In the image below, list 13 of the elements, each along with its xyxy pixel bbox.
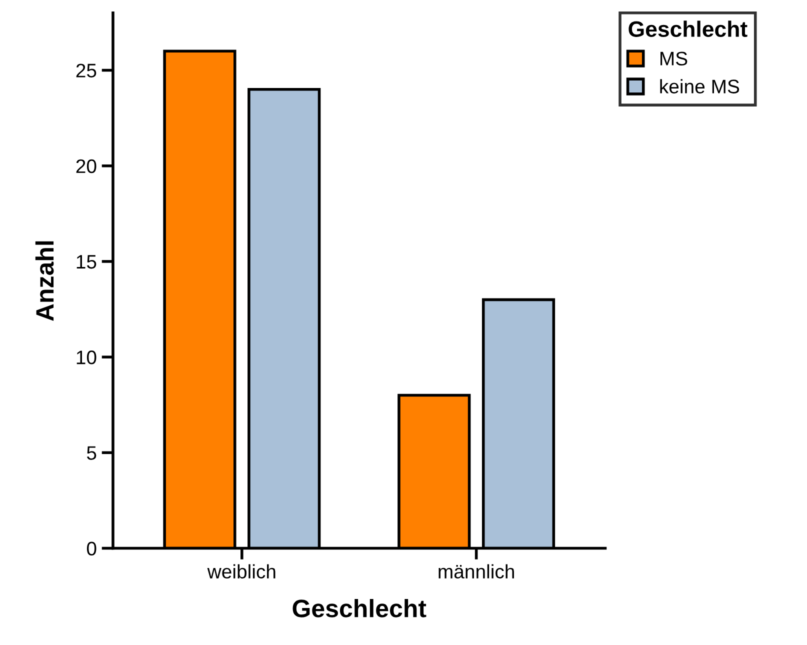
y-tick-label: 20 (76, 159, 96, 174)
x-tick-label: männlich (438, 564, 514, 579)
legend-title: Geschlecht (628, 20, 748, 37)
x-tick-label: weiblich (207, 564, 276, 579)
y-tick-label: 5 (86, 446, 96, 460)
legend-label: keine MS (660, 79, 740, 94)
x-axis-title: Geschlecht (292, 599, 426, 618)
y-tick-label: 10 (76, 350, 96, 364)
y-tick-label: 0 (86, 542, 96, 556)
y-tick-label: 25 (76, 64, 96, 78)
y-axis-title: Anzahl (35, 241, 54, 321)
y-tick-label: 15 (76, 255, 96, 269)
legend-label: MS (660, 52, 688, 66)
